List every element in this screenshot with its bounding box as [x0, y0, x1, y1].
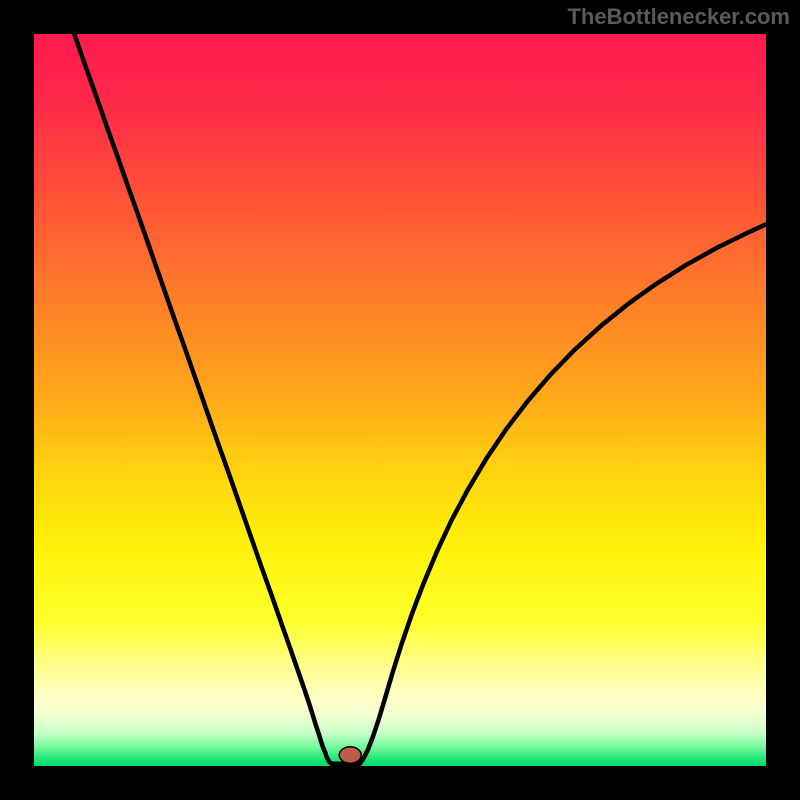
chart-container: TheBottlenecker.com — [0, 0, 800, 800]
optimum-marker — [339, 747, 361, 764]
gradient-svg — [34, 34, 766, 766]
plot-area — [34, 34, 766, 766]
watermark-text: TheBottlenecker.com — [567, 4, 790, 30]
